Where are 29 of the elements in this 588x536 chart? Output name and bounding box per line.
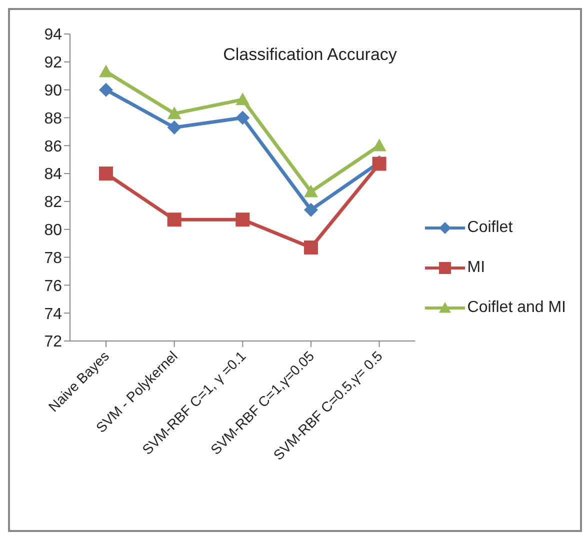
point [372, 138, 386, 152]
legend-label: Coiflet and MI [467, 299, 566, 317]
point [304, 240, 318, 255]
text: Classification Accuracy [223, 45, 398, 64]
legend-label: Coiflet [467, 219, 513, 237]
y-tick-label: 92 [44, 54, 62, 72]
y-tick-label: 82 [44, 194, 62, 212]
y-tick-label: 74 [44, 306, 62, 323]
point [99, 82, 113, 97]
y-tick-label: 94 [44, 26, 62, 44]
point [167, 212, 182, 227]
point [167, 120, 182, 134]
point [99, 166, 113, 181]
point [236, 92, 250, 106]
y-tick-label: 88 [44, 110, 62, 128]
point [167, 106, 182, 120]
legend-label: MI [467, 259, 486, 277]
point [304, 202, 318, 217]
y-tick-label: 84 [44, 166, 62, 184]
point [236, 212, 250, 227]
point [99, 64, 113, 78]
y-tick-label: 86 [44, 138, 62, 156]
y-tick-label: 78 [44, 250, 62, 267]
point [236, 110, 250, 125]
y-tick-label: 80 [44, 222, 62, 240]
point [304, 184, 318, 198]
y-tick-label: 90 [44, 82, 62, 100]
y-tick-label: 72 [44, 334, 62, 351]
y-tick-label: 76 [44, 278, 62, 295]
